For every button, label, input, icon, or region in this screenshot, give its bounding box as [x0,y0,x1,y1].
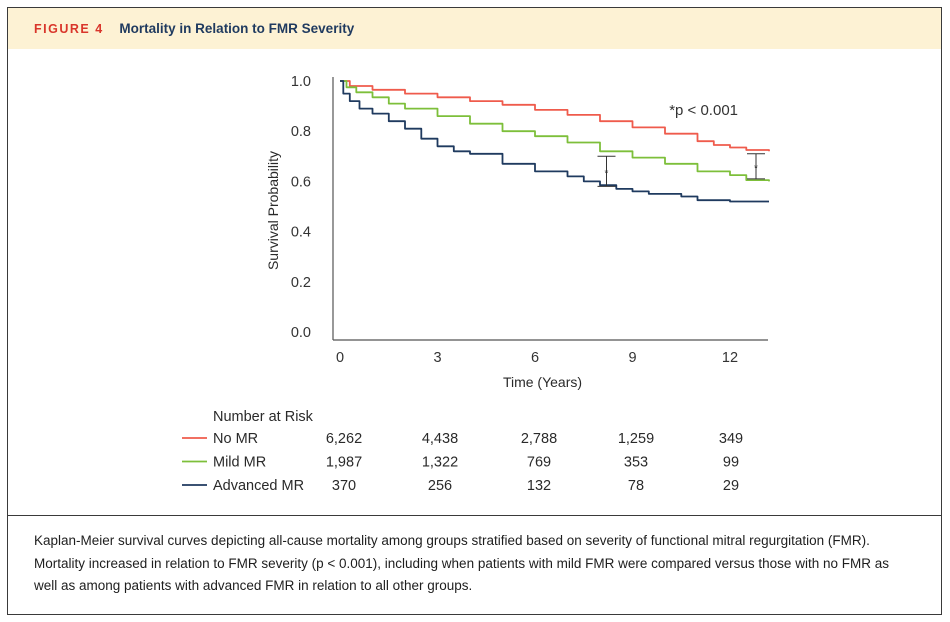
y-tick-label: 0.8 [291,124,311,140]
risk-count: 1,322 [422,455,458,471]
figure-frame: FIGURE 4 Mortality in Relation to FMR Se… [7,7,942,615]
significance-marker: * [754,163,758,174]
caption-divider [8,515,941,516]
risk-count: 769 [527,455,551,471]
risk-row-label: Advanced MR [213,478,304,494]
significance-marker: * [605,168,609,179]
y-tick-label: 0.0 [291,325,311,341]
risk-row-label: No MR [213,431,258,447]
x-tick-label: 6 [531,350,539,366]
risk-count: 132 [527,478,551,494]
figure-caption: Kaplan-Meier survival curves depicting a… [34,533,889,593]
x-tick-label: 0 [336,350,344,366]
x-tick-label: 12 [722,350,738,366]
x-tick-label: 3 [433,350,441,366]
risk-count: 4,438 [422,431,458,447]
risk-count: 370 [332,478,356,494]
survival-curve-no-mr [340,80,770,152]
survival-curve-advanced-mr [340,80,769,203]
x-axis-label: Time (Years) [503,374,582,390]
risk-count: 1,259 [618,431,654,447]
y-tick-label: 0.6 [291,174,311,190]
risk-count: 349 [719,431,743,447]
y-tick-label: 1.0 [291,74,311,90]
survival-curve-mild-mr [340,80,770,182]
p-value-annotation: *p < 0.001 [669,102,738,119]
y-tick-label: 0.4 [291,225,311,241]
risk-count: 256 [428,478,452,494]
figure-title: Mortality in Relation to FMR Severity [119,21,355,36]
risk-count: 2,788 [521,431,557,447]
risk-row-label: Mild MR [213,455,266,471]
risk-table-title: Number at Risk [213,409,314,425]
figure-header: FIGURE 4 Mortality in Relation to FMR Se… [8,8,941,49]
risk-count: 353 [624,455,648,471]
risk-count: 78 [628,478,644,494]
x-tick-label: 9 [628,350,636,366]
risk-count: 1,987 [326,455,362,471]
risk-count: 29 [723,478,739,494]
figure-label: FIGURE 4 [34,22,104,36]
risk-count: 99 [723,455,739,471]
y-axis-label: Survival Probability [265,151,281,270]
risk-count: 6,262 [326,431,362,447]
survival-chart: 0.0 0.2 0.4 0.6 0.8 1.0 0 3 6 9 12 Time (Years) Surv… [182,74,770,494]
y-tick-label: 0.2 [291,275,311,291]
